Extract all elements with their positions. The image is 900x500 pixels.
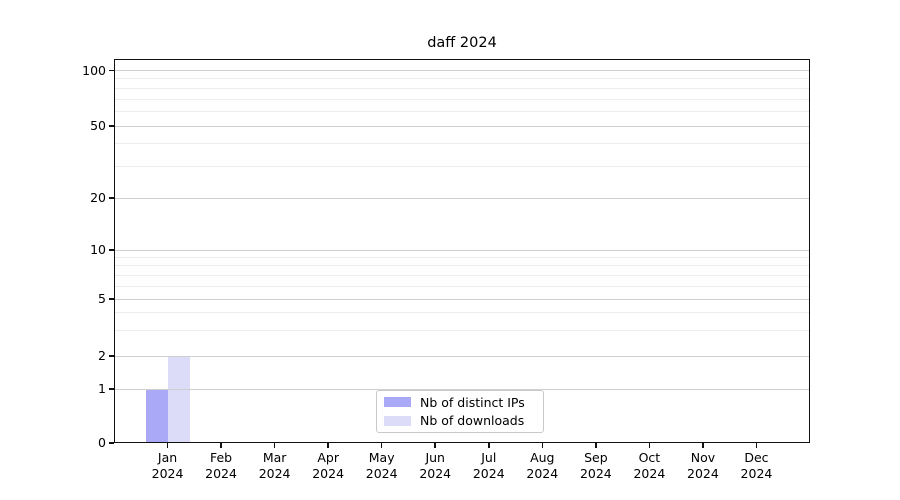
gridline-major bbox=[114, 355, 810, 357]
x-tick-month: Jun bbox=[425, 450, 445, 465]
y-tick-label: 100 bbox=[82, 62, 106, 78]
x-tick-label: Jun 2024 bbox=[405, 450, 465, 481]
x-tick-label: Jul 2024 bbox=[459, 450, 519, 481]
gridline-minor bbox=[114, 87, 810, 89]
x-tick-label: Feb 2024 bbox=[191, 450, 251, 481]
gridline-minor bbox=[114, 265, 810, 267]
gridline-minor bbox=[114, 165, 810, 167]
x-tick-label: Oct 2024 bbox=[619, 450, 679, 481]
gridline-minor bbox=[114, 312, 810, 314]
y-tick-label: 20 bbox=[90, 190, 106, 205]
x-tick-mark bbox=[487, 443, 490, 448]
gridline-major bbox=[114, 70, 810, 71]
y-tick-mark bbox=[109, 442, 114, 444]
x-tick-label: Dec 2024 bbox=[726, 450, 786, 481]
x-tick-label: Aug 2024 bbox=[512, 450, 572, 481]
gridline-minor bbox=[114, 285, 810, 287]
gridline-major bbox=[114, 298, 810, 300]
x-tick-month: Jan bbox=[157, 450, 178, 465]
y-tick-label: 5 bbox=[98, 291, 106, 306]
x-tick-year: 2024 bbox=[151, 465, 184, 481]
x-tick-year: 2024 bbox=[365, 465, 398, 481]
x-tick-year: 2024 bbox=[312, 465, 345, 481]
gridline-major bbox=[114, 388, 810, 390]
x-tick-year: 2024 bbox=[472, 465, 505, 481]
x-tick-month: Dec bbox=[744, 450, 769, 465]
x-tick-label: May 2024 bbox=[352, 450, 412, 481]
legend-item-distinct-ips: Nb of distinct IPs bbox=[384, 395, 543, 410]
x-tick-year: 2024 bbox=[687, 465, 719, 481]
legend-label-distinct-ips: Nb of distinct IPs bbox=[420, 394, 525, 410]
x-tick-label: Mar 2024 bbox=[245, 450, 305, 481]
gridline-major bbox=[114, 197, 810, 199]
y-tick-mark bbox=[109, 355, 114, 357]
x-tick-month: Jul bbox=[481, 450, 497, 465]
gridline-minor bbox=[114, 274, 810, 276]
y-tick-mark bbox=[109, 298, 114, 300]
legend: Nb of distinct IPs Nb of downloads bbox=[376, 390, 544, 433]
x-tick-year: 2024 bbox=[579, 465, 612, 481]
gridline-major bbox=[114, 249, 810, 251]
x-tick-mark bbox=[220, 443, 222, 448]
plot-area bbox=[114, 59, 810, 443]
x-tick-label: Nov 2024 bbox=[673, 450, 733, 481]
x-tick-mark bbox=[380, 443, 383, 448]
x-tick-month: May bbox=[368, 450, 395, 465]
y-tick-mark bbox=[109, 388, 114, 390]
y-tick-label: 2 bbox=[98, 348, 106, 363]
gridline-major bbox=[114, 125, 810, 127]
x-tick-month: Apr bbox=[317, 450, 339, 465]
gridline-minor bbox=[114, 110, 810, 112]
x-tick-label: Jan 2024 bbox=[138, 450, 198, 481]
x-tick-mark bbox=[595, 443, 597, 448]
bar-nb-of-distinct-ips-jan bbox=[145, 389, 168, 443]
x-tick-year: 2024 bbox=[205, 465, 237, 481]
x-tick-mark bbox=[273, 443, 276, 448]
gridline-minor bbox=[114, 98, 810, 100]
gridline-minor bbox=[114, 78, 810, 80]
x-tick-month: Mar bbox=[262, 450, 287, 465]
x-tick-year: 2024 bbox=[258, 465, 291, 481]
x-tick-mark bbox=[702, 443, 704, 448]
x-tick-month: Oct bbox=[638, 450, 661, 465]
gridline-minor bbox=[114, 143, 810, 145]
legend-label-downloads: Nb of downloads bbox=[420, 413, 525, 429]
x-tick-month: Nov bbox=[690, 450, 716, 465]
gridline-minor bbox=[114, 256, 810, 258]
bar-nb-of-downloads-jan bbox=[167, 356, 190, 443]
x-tick-month: Feb bbox=[209, 450, 233, 465]
y-tick-label: 50 bbox=[90, 118, 106, 133]
gridline-minor bbox=[114, 330, 810, 332]
x-tick-year: 2024 bbox=[633, 465, 666, 481]
y-tick-label: 1 bbox=[98, 381, 106, 396]
legend-item-downloads: Nb of downloads bbox=[384, 413, 543, 428]
y-tick-mark bbox=[109, 249, 114, 251]
x-tick-month: Aug bbox=[530, 450, 555, 465]
x-tick-mark bbox=[166, 443, 169, 448]
x-tick-year: 2024 bbox=[740, 465, 773, 481]
x-tick-month: Sep bbox=[584, 450, 608, 465]
x-tick-mark bbox=[755, 443, 758, 448]
x-tick-year: 2024 bbox=[526, 465, 559, 481]
x-tick-label: Sep 2024 bbox=[566, 450, 626, 481]
x-tick-mark bbox=[327, 443, 329, 448]
legend-swatch-downloads-icon bbox=[384, 416, 411, 426]
chart-title: daff 2024 bbox=[427, 35, 497, 51]
y-tick-mark bbox=[109, 125, 114, 127]
x-tick-mark bbox=[434, 443, 437, 448]
legend-swatch-distinct-ips-icon bbox=[384, 397, 411, 407]
x-tick-mark bbox=[648, 443, 651, 448]
x-tick-mark bbox=[541, 443, 544, 448]
y-tick-label: 0 bbox=[98, 435, 106, 450]
y-tick-label: 10 bbox=[90, 242, 106, 257]
y-tick-mark bbox=[109, 197, 114, 199]
y-tick-mark bbox=[109, 69, 114, 72]
x-tick-label: Apr 2024 bbox=[298, 450, 358, 481]
x-tick-year: 2024 bbox=[419, 465, 452, 481]
